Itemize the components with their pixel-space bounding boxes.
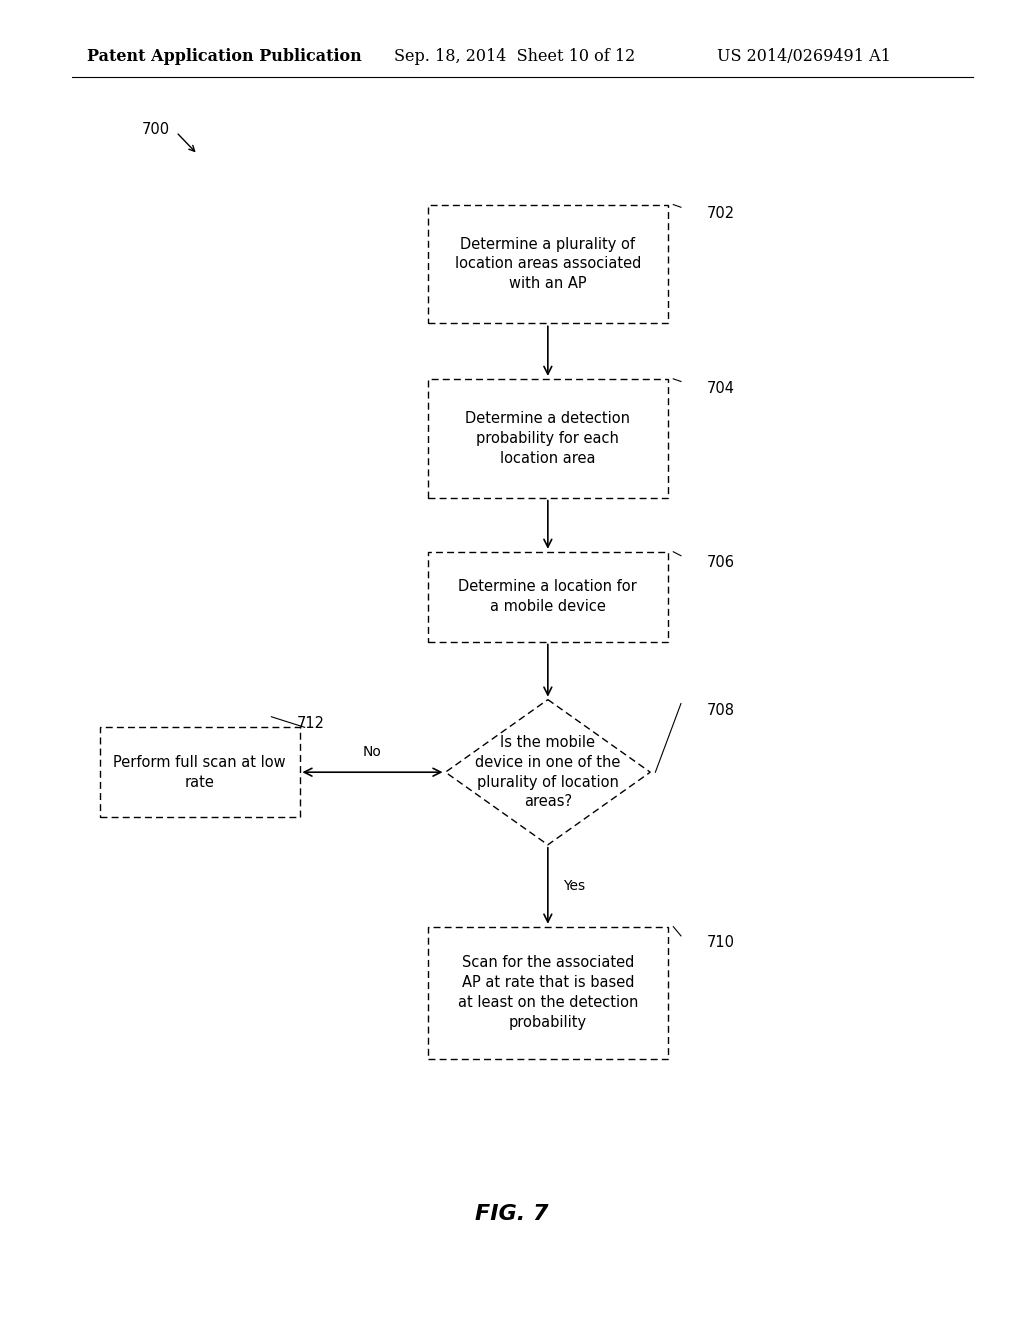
Text: 712: 712 — [297, 715, 325, 731]
FancyBboxPatch shape — [428, 927, 669, 1059]
Text: Scan for the associated
AP at rate that is based
at least on the detection
proba: Scan for the associated AP at rate that … — [458, 956, 638, 1030]
Text: 706: 706 — [707, 554, 734, 570]
Text: 710: 710 — [707, 935, 734, 950]
Text: 708: 708 — [707, 702, 734, 718]
Text: 700: 700 — [141, 121, 169, 137]
FancyBboxPatch shape — [428, 379, 669, 498]
Text: Patent Application Publication: Patent Application Publication — [87, 49, 361, 65]
Text: 704: 704 — [707, 380, 734, 396]
Text: US 2014/0269491 A1: US 2014/0269491 A1 — [717, 49, 891, 65]
Text: No: No — [364, 744, 382, 759]
FancyBboxPatch shape — [428, 552, 669, 642]
Text: Yes: Yes — [563, 879, 586, 892]
Text: Sep. 18, 2014  Sheet 10 of 12: Sep. 18, 2014 Sheet 10 of 12 — [394, 49, 636, 65]
FancyBboxPatch shape — [100, 727, 299, 817]
Text: Perform full scan at low
rate: Perform full scan at low rate — [114, 755, 286, 789]
Text: 702: 702 — [707, 206, 734, 222]
Text: Determine a detection
probability for each
location area: Determine a detection probability for ea… — [465, 411, 631, 466]
Text: Is the mobile
device in one of the
plurality of location
areas?: Is the mobile device in one of the plura… — [475, 735, 621, 809]
Text: Determine a plurality of
location areas associated
with an AP: Determine a plurality of location areas … — [455, 236, 641, 292]
Text: Determine a location for
a mobile device: Determine a location for a mobile device — [459, 579, 637, 614]
Polygon shape — [445, 700, 650, 845]
FancyBboxPatch shape — [428, 205, 669, 323]
Text: FIG. 7: FIG. 7 — [475, 1204, 549, 1225]
